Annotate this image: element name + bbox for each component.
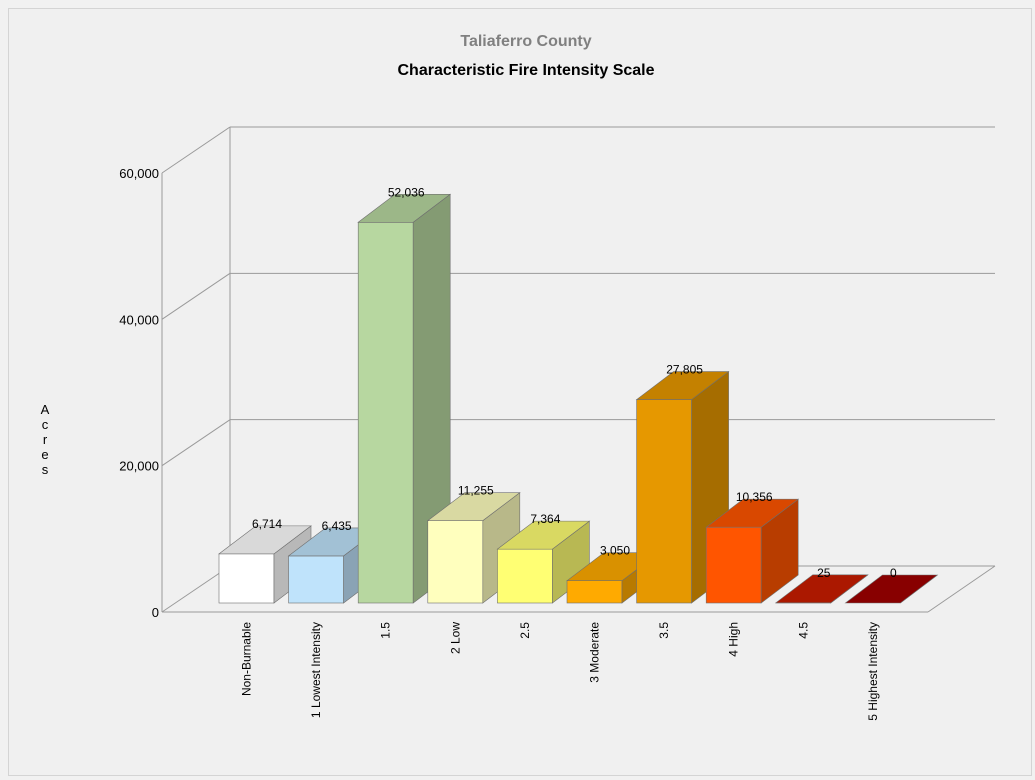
data-label: 7,364 bbox=[530, 512, 560, 526]
data-label: 6,714 bbox=[252, 517, 282, 531]
data-label: 6,435 bbox=[322, 519, 352, 533]
data-label: 3,050 bbox=[600, 544, 630, 558]
x-tick-label: 3.5 bbox=[657, 622, 671, 639]
x-tick-label: 4.5 bbox=[796, 622, 810, 639]
gridline-diagonal bbox=[162, 420, 230, 466]
y-tick-label: 60,000 bbox=[119, 166, 159, 181]
y-axis-ticks: 0 20,000 40,000 60,000 bbox=[119, 166, 159, 620]
x-tick-label: 1.5 bbox=[379, 622, 393, 639]
bar-front-face bbox=[706, 527, 761, 603]
bar-front-face bbox=[497, 549, 552, 603]
x-tick-label: 2.5 bbox=[518, 622, 532, 639]
x-tick-label: 2 Low bbox=[448, 622, 462, 654]
bar-front-face bbox=[637, 400, 692, 603]
y-tick-label: 40,000 bbox=[119, 312, 159, 327]
data-label: 10,356 bbox=[736, 490, 773, 504]
gridline-diagonal bbox=[162, 273, 230, 319]
chart-title: Characteristic Fire Intensity Scale bbox=[398, 62, 655, 79]
y-tick-label: 20,000 bbox=[119, 459, 159, 474]
gridline-diagonal bbox=[162, 127, 230, 173]
bar-front-face bbox=[358, 222, 413, 603]
data-label: 52,036 bbox=[388, 185, 425, 199]
x-tick-label: 5 Highest Intensity bbox=[866, 622, 880, 721]
data-label: 25 bbox=[817, 566, 831, 580]
x-tick-label: 1 Lowest Intensity bbox=[309, 622, 323, 718]
x-tick-label: 3 Moderate bbox=[588, 622, 602, 683]
y-tick-label: 0 bbox=[152, 605, 159, 620]
x-tick-label: 4 High bbox=[727, 622, 741, 657]
data-label: 0 bbox=[890, 566, 897, 580]
data-label: 11,255 bbox=[458, 484, 494, 498]
x-tick-label: Non-Burnable bbox=[240, 622, 254, 696]
bar-front-face bbox=[428, 521, 483, 603]
chart-subtitle: Taliaferro County bbox=[460, 33, 591, 50]
bars: 6,714 6,435 52,036 11,255 7,364 3,050 27,805 10… bbox=[219, 185, 937, 603]
bar-front-face bbox=[219, 554, 274, 603]
bar-front-face bbox=[567, 581, 622, 603]
x-axis-category-labels: Non-Burnable 1 Lowest Intensity 1.5 2 Low 2.… bbox=[240, 622, 880, 721]
data-label: 27,805 bbox=[666, 363, 703, 377]
bar-front-face bbox=[289, 556, 344, 603]
